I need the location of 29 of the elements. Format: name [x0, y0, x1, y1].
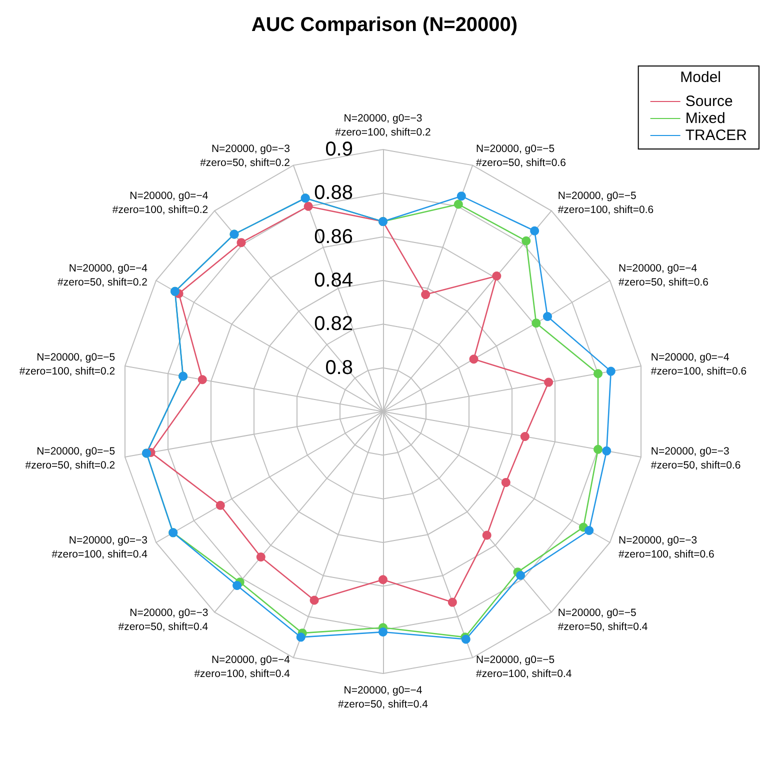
- spoke-label: N=20000, g0=−5 #zero=100, shift=0.6: [558, 190, 654, 216]
- spoke-label: N=20000, g0=−4 #zero=100, shift=0.6: [650, 351, 747, 378]
- y-tick-label: 0.82: [314, 313, 353, 336]
- spoke-label: N=20000, g0=−3 #zero=50, shift=0.4: [118, 606, 208, 633]
- spoke-label: N=20000, g0=−5 #zero=50, shift=0.2: [25, 446, 116, 472]
- spoke-label: N=20000, g0=−3 #zero=100, shift=0.2: [335, 112, 432, 138]
- spoke-label: N=20000, g0=−3 #zero=50, shift=0.6: [650, 446, 741, 472]
- y-tick-label: 0.86: [314, 226, 353, 248]
- legend-label: TRACER: [685, 127, 748, 144]
- spoke-label: N=20000, g0=−4 #zero=50, shift=0.4: [338, 684, 428, 710]
- y-tick-label: 0.84: [314, 270, 353, 292]
- spoke-label: N=20000, g0=−4 #zero=50, shift=0.2: [58, 262, 148, 288]
- spoke-label: N=20000, g0=−3 #zero=100, shift=0.6: [618, 534, 714, 560]
- y-tick-label: 0.88: [314, 182, 353, 204]
- legend-label: Source: [685, 93, 733, 110]
- chart-title: AUC Comparison (N=20000): [251, 14, 518, 36]
- spoke-label: N=20000, g0=−5 #zero=50, shift=0.6: [476, 142, 566, 169]
- spoke-label: N=20000, g0=−4 #zero=50, shift=0.6: [618, 262, 709, 288]
- spoke-label: N=20000, g0=−5 #zero=50, shift=0.4: [558, 606, 648, 633]
- y-tick-label: 0.9: [325, 138, 353, 160]
- y-tick-label: 0.8: [325, 356, 353, 379]
- spoke-label: N=20000, g0=−4 #zero=100, shift=0.2: [112, 190, 208, 216]
- spoke-label: N=20000, g0=−3 #zero=50, shift=0.2: [200, 142, 290, 169]
- spoke-label: N=20000, g0=−3 #zero=100, shift=0.4: [52, 534, 148, 560]
- spoke-label: N=20000, g0=−5 #zero=100, shift=0.2: [19, 351, 116, 378]
- spoke-label: N=20000, g0=−5 #zero=100, shift=0.4: [476, 654, 572, 680]
- spoke-label: N=20000, g0=−4 #zero=100, shift=0.4: [194, 654, 290, 680]
- legend-label: Mixed: [685, 110, 726, 127]
- legend-title: Model: [680, 69, 722, 86]
